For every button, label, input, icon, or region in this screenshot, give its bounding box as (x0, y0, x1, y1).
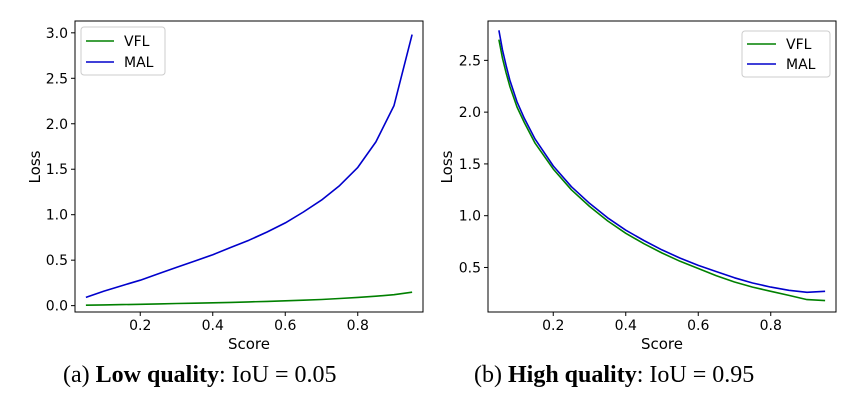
legend-label-mal: MAL (786, 57, 816, 73)
y-tick-label: 1.5 (46, 162, 68, 178)
x-tick-label: 0.6 (274, 318, 296, 334)
legend-label-mal: MAL (124, 55, 154, 71)
y-tick-label: 2.0 (459, 105, 481, 121)
series-line-vfl (498, 39, 826, 302)
caption-prefix: (a) (63, 362, 96, 388)
plot-frame (487, 20, 837, 313)
y-tick-label: 2.5 (46, 71, 68, 87)
chart-panel-low-quality: 0.2 0.4 0.6 0.8 0.0 0.5 1.0 1.5 2.0 2.5 3.0 Score… (26, 20, 424, 353)
y-tick-label: 2.0 (46, 117, 68, 133)
y-tick-label: 1.0 (46, 208, 68, 224)
x-tick-label: 0.2 (129, 318, 151, 334)
y-tick-label: 0.5 (46, 253, 68, 269)
x-tick-label: 0.6 (687, 318, 709, 334)
y-tick-label: 3.0 (46, 26, 68, 42)
x-tick-label: 0.4 (202, 318, 224, 334)
legend-label-vfl: VFL (124, 34, 150, 50)
y-axis-label: Loss (438, 150, 456, 183)
caption-suffix: : IoU = 0.05 (219, 362, 337, 388)
caption-prefix: (b) (474, 362, 508, 388)
caption-high-quality: (b) High quality: IoU = 0.95 (474, 362, 754, 389)
x-tick-label: 0.8 (347, 318, 369, 334)
caption-low-quality: (a) Low quality: IoU = 0.05 (63, 362, 337, 389)
caption-bold: High quality (507, 362, 637, 388)
series-line-mal (498, 30, 826, 294)
x-axis-label: Score (228, 335, 270, 353)
figure: 0.2 0.4 0.6 0.8 0.0 0.5 1.0 1.5 2.0 2.5 3.0 Score… (26, 20, 837, 353)
x-tick-label: 0.2 (542, 318, 564, 334)
caption-bold: Low quality (95, 362, 220, 388)
legend-box (80, 26, 166, 76)
x-tick-label: 0.4 (615, 318, 637, 334)
x-axis-label: Score (641, 335, 683, 353)
y-tick-label: 0.5 (459, 260, 481, 276)
chart-panel-high-quality: 0.2 0.4 0.6 0.8 0.51.01.52.02.5 Score Loss … (438, 20, 837, 353)
series-line-mal (85, 34, 413, 299)
y-tick-label: 1.5 (459, 157, 481, 173)
y-tick-label: 2.5 (459, 53, 481, 69)
legend: VFL MAL (741, 30, 831, 78)
x-tick-label: 0.8 (760, 318, 782, 334)
series-line-vfl (85, 291, 413, 306)
legend-label-vfl: VFL (786, 37, 812, 53)
legend: VFL MAL (80, 26, 166, 76)
y-tick-label: 1.0 (459, 209, 481, 225)
plot-frame (74, 20, 424, 313)
y-axis-label: Loss (26, 150, 44, 183)
caption-suffix: : IoU = 0.95 (636, 362, 755, 388)
y-tick-label: 0.0 (46, 299, 68, 315)
legend-box (741, 30, 831, 78)
